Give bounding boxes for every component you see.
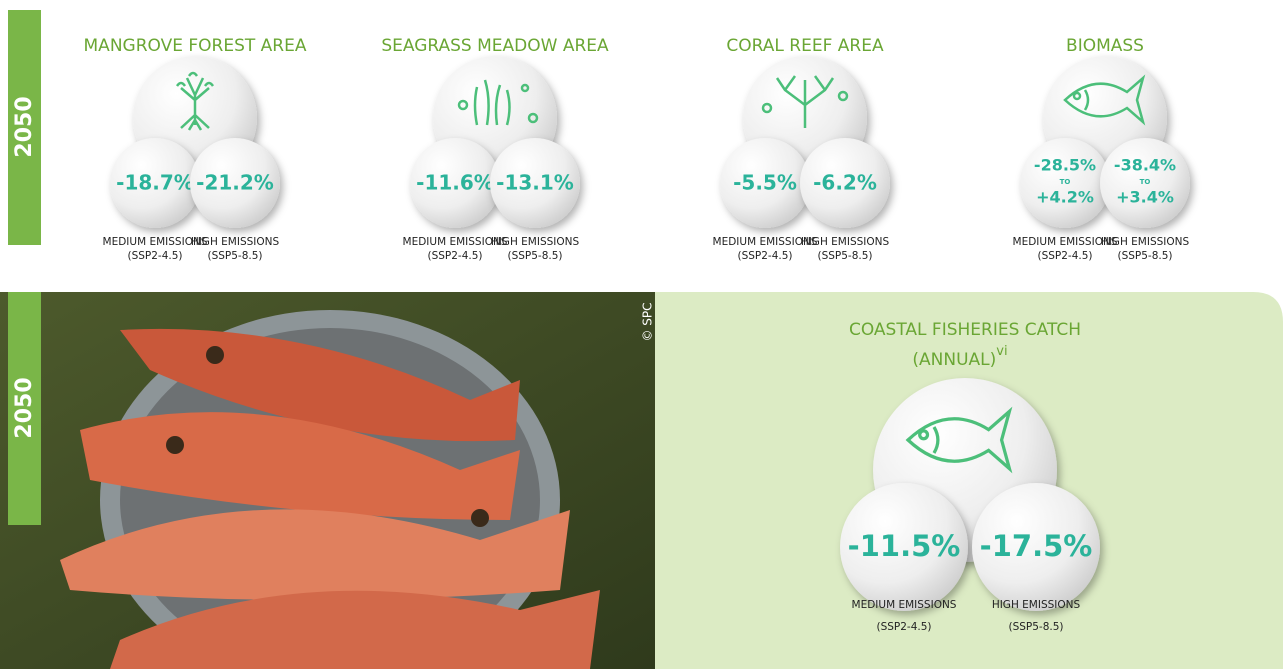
value: -5.5% bbox=[733, 171, 797, 195]
subtitle: (ANNUAL) bbox=[912, 350, 996, 370]
value: -18.7% bbox=[116, 171, 194, 195]
scenario-code: (SSP2-4.5) bbox=[737, 250, 792, 262]
year: 2050 bbox=[12, 377, 37, 438]
scenario-name: HIGH EMISSIONS bbox=[992, 599, 1081, 611]
scenario-name: HIGH EMISSIONS bbox=[801, 236, 890, 248]
scenario-code: (SSP2-4.5) bbox=[1037, 250, 1092, 262]
photo-credit: © SPC bbox=[641, 302, 655, 341]
panel-title: BIOMASS bbox=[1066, 36, 1144, 56]
scenario-name: HIGH EMISSIONS bbox=[491, 236, 580, 248]
value: -11.6% bbox=[416, 171, 494, 195]
scenario-name: MEDIUM EMISSIONS bbox=[852, 599, 957, 611]
photo bbox=[0, 292, 655, 669]
scenario-code: (SSP5-8.5) bbox=[1117, 250, 1172, 262]
value-low: -38.4% bbox=[1114, 156, 1176, 175]
value-high: +4.2% bbox=[1036, 188, 1094, 207]
scenario-code: (SSP5-8.5) bbox=[207, 250, 262, 262]
scenario-code: (SSP2-4.5) bbox=[427, 250, 482, 262]
year: 2050 bbox=[12, 96, 37, 157]
scenario-code: (SSP5-8.5) bbox=[507, 250, 562, 262]
value-to: TO bbox=[1060, 178, 1071, 186]
scenario-code: (SSP2-4.5) bbox=[876, 621, 931, 633]
value: -13.1% bbox=[496, 171, 574, 195]
value-to: TO bbox=[1140, 178, 1151, 186]
panel-title: MANGROVE FOREST AREA bbox=[84, 36, 307, 56]
value-high: +3.4% bbox=[1116, 188, 1174, 207]
note: vi bbox=[996, 344, 1007, 359]
value: -17.5% bbox=[980, 529, 1093, 563]
scenario-code: (SSP2-4.5) bbox=[127, 250, 182, 262]
scenario-code: (SSP5-8.5) bbox=[817, 250, 872, 262]
scenario-name: HIGH EMISSIONS bbox=[1101, 236, 1190, 248]
panel-title: SEAGRASS MEADOW AREA bbox=[381, 36, 609, 56]
value: -6.2% bbox=[813, 171, 877, 195]
scenario-code: (SSP5-8.5) bbox=[1008, 621, 1063, 633]
infographic: 2050 MANGROVE FOREST AREA -18.7% MEDIUM EM… bbox=[0, 0, 1283, 669]
top-panels: MANGROVE FOREST AREA-18.7%MEDIUM EMISSIO… bbox=[84, 36, 1190, 262]
panel-title: COASTAL FISHERIES CATCH bbox=[849, 320, 1081, 340]
value: -11.5% bbox=[848, 529, 961, 563]
panel-title: CORAL REEF AREA bbox=[726, 36, 884, 56]
scenario-name: HIGH EMISSIONS bbox=[191, 236, 280, 248]
value: -21.2% bbox=[196, 171, 274, 195]
value-low: -28.5% bbox=[1034, 156, 1096, 175]
